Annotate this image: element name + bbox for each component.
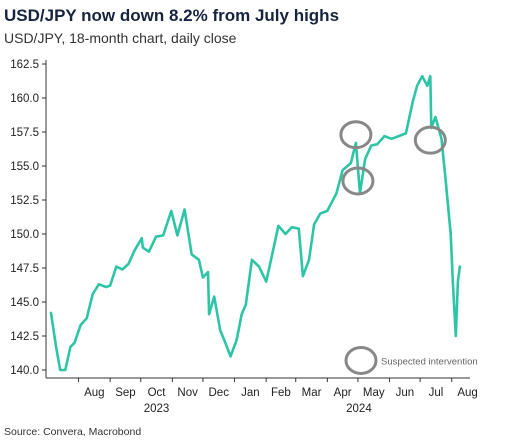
intervention-circle-marker — [339, 120, 373, 150]
y-tick-label: 152.5 — [10, 195, 39, 207]
x-tick-label: Jan — [241, 387, 260, 399]
year-label: 2024 — [346, 403, 372, 415]
x-tick-labels: Aug Sep Oct Nov Dec Jan Feb Mar Apr May Jun Jul Aug 2… — [78, 378, 478, 415]
y-tick-label: 142.5 — [10, 331, 39, 343]
intervention-markers: Suspected intervention — [339, 120, 478, 375]
x-tick-label: Sep — [115, 387, 135, 399]
intervention-circle-marker — [341, 166, 375, 196]
x-tick-label: Aug — [84, 387, 104, 399]
y-tick-label: 160.0 — [10, 93, 39, 105]
chart-title: USD/JPY now down 8.2% from July highs — [4, 6, 340, 25]
x-tick-label: Aug — [457, 387, 477, 399]
y-tick-label: 140.0 — [10, 365, 39, 377]
x-tick-label: Feb — [271, 387, 291, 399]
intervention-legend-label: Suspected intervention — [381, 356, 478, 367]
x-tick-label: Jul — [429, 387, 444, 399]
chart-subtitle: USD/JPY, 18-month chart, daily close — [4, 30, 237, 46]
intervention-circle-marker — [413, 125, 447, 155]
x-tick-label: Apr — [334, 387, 352, 399]
x-tick-label: May — [363, 387, 385, 399]
legend-circle-marker — [344, 345, 378, 375]
chart-source: Source: Convera, Macrobond — [4, 426, 142, 438]
x-tick-label: Jun — [396, 387, 415, 399]
x-tick-label: Dec — [209, 387, 230, 399]
y-tick-label: 157.5 — [10, 127, 39, 139]
x-tick-label: Oct — [148, 387, 167, 399]
year-label: 2023 — [144, 403, 170, 415]
x-tick-label: Mar — [302, 387, 322, 399]
usd-jpy-series-line — [49, 74, 462, 372]
y-tick-label: 162.5 — [10, 59, 39, 71]
y-tick-label: 145.0 — [10, 297, 39, 309]
y-tick-label: 155.0 — [10, 161, 39, 173]
y-tick-label: 150.0 — [10, 229, 39, 241]
y-tick-label: 147.5 — [10, 263, 39, 275]
y-tick-labels: 140.0 142.5 145.0 147.5 150.0 152.5 155.0 157.5… — [10, 59, 46, 377]
x-tick-label: Nov — [177, 387, 198, 399]
